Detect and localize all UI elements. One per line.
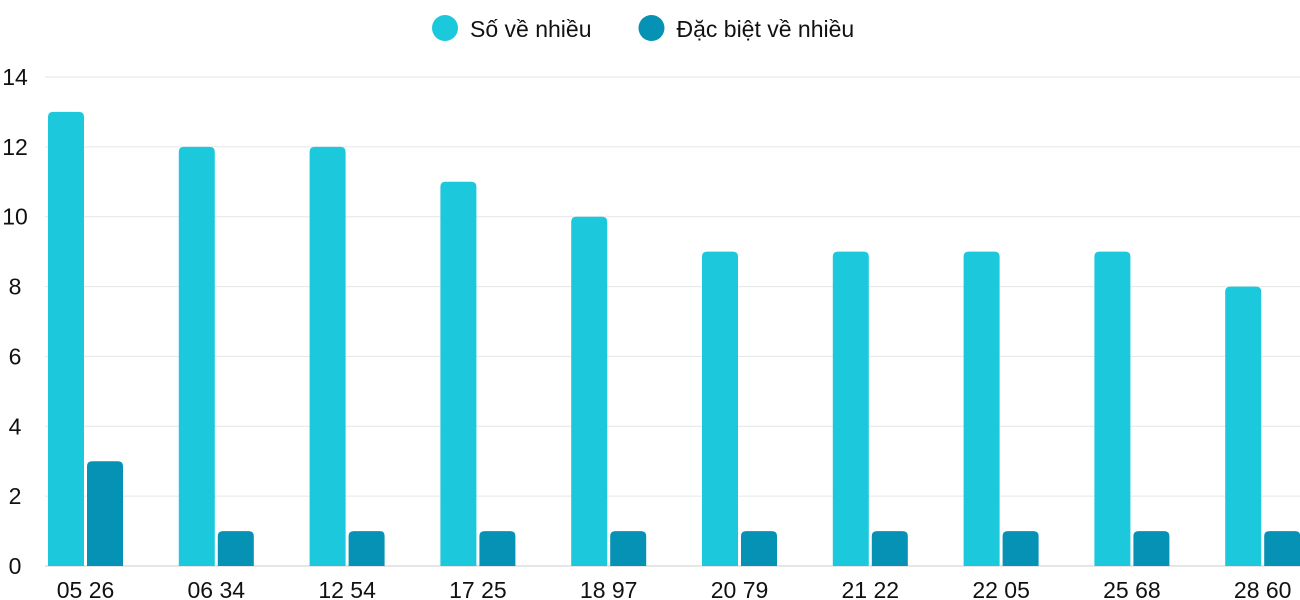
legend-label: Số về nhiều: [470, 16, 591, 42]
x-tick-label: 18 97: [580, 577, 638, 600]
y-tick-label: 6: [9, 343, 22, 369]
x-tick-label: 12 54: [318, 577, 376, 600]
y-tick-label: 2: [9, 483, 22, 509]
y-tick-label: 10: [2, 204, 28, 230]
legend-marker: [638, 15, 665, 41]
x-tick-label: 28 60: [1234, 577, 1292, 600]
x-tick-label: 06 34: [188, 577, 246, 600]
x-tick-label: 05 26: [57, 577, 115, 600]
bar: [309, 146, 346, 566]
bar: [963, 251, 1000, 566]
bar: [87, 461, 123, 566]
x-tick-label: 22 05: [972, 577, 1030, 600]
legend-label: Đặc biệt về nhiều: [676, 16, 854, 42]
bar: [479, 531, 516, 566]
bar: [571, 216, 608, 566]
x-tick-label: 20 79: [711, 577, 769, 600]
bar: [178, 146, 215, 566]
bar: [1094, 251, 1131, 566]
y-tick-label: 12: [2, 134, 28, 160]
bar: [871, 531, 908, 566]
x-tick-label: 17 25: [449, 577, 507, 600]
bar: [702, 251, 738, 566]
bar: [741, 531, 777, 566]
y-tick-label: 8: [9, 274, 22, 300]
bar: [1264, 531, 1300, 566]
bar: [440, 181, 477, 567]
bar: [1225, 286, 1262, 566]
bar: [217, 531, 254, 566]
bar: [1002, 531, 1039, 566]
bar: [610, 531, 647, 566]
x-tick-label: 25 68: [1103, 577, 1161, 600]
y-tick-label: 0: [9, 553, 22, 579]
bar: [832, 251, 869, 566]
bar: [48, 111, 84, 566]
bar: [1133, 531, 1170, 566]
x-tick-label: 21 22: [842, 577, 900, 600]
y-tick-label: 14: [2, 64, 28, 90]
y-tick-label: 4: [9, 413, 22, 439]
legend-marker: [432, 15, 458, 41]
bar: [348, 531, 385, 566]
